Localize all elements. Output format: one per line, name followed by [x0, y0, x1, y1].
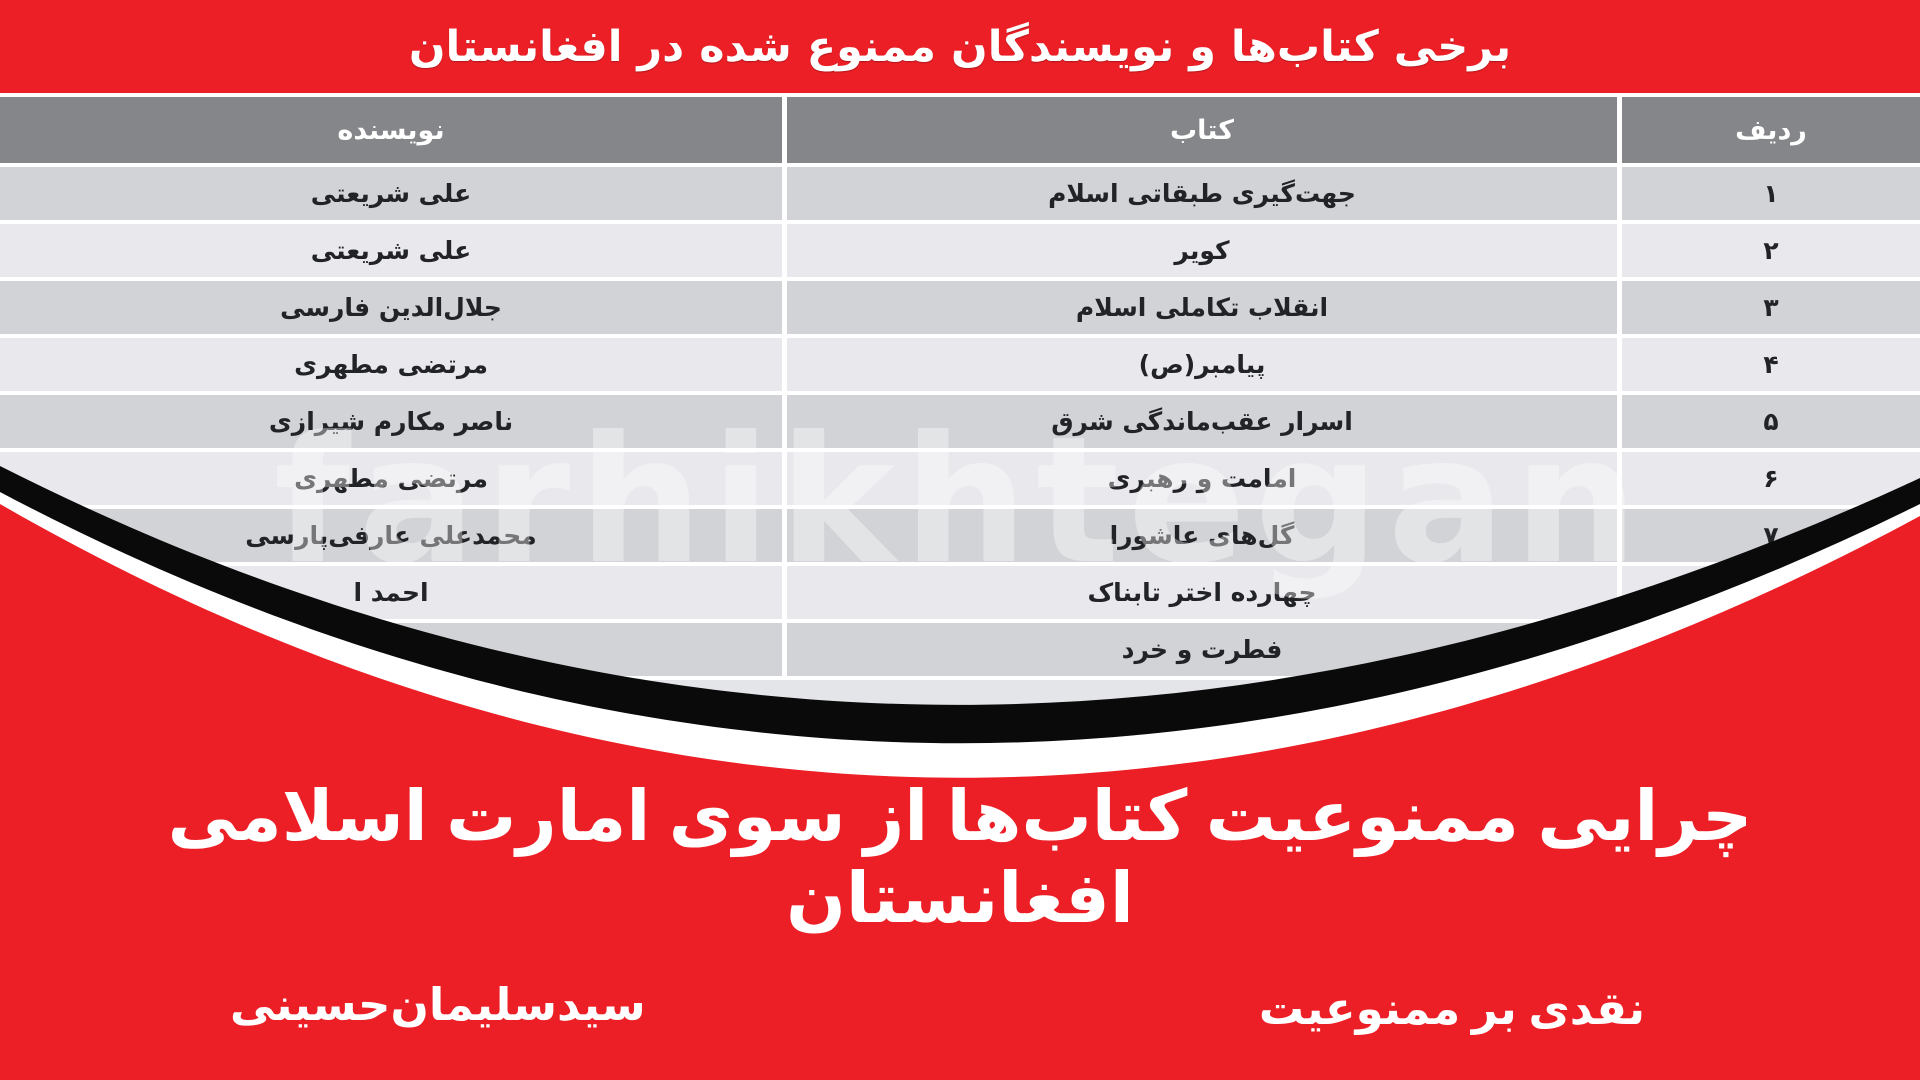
table-row: ۴ پیامبر(ص) مرتضی مطهری	[0, 338, 1920, 391]
row-num: ۳	[1622, 281, 1920, 334]
table-row: ۳ انقلاب تکاملی اسلام جلال‌الدین فارسی	[0, 281, 1920, 334]
table-row: ۲ کویر علی شریعتی	[0, 224, 1920, 277]
main-headline: چرایی ممنوعیت کتاب‌ها از سوی امارت اسلام…	[167, 775, 1754, 939]
title-banner: برخی کتاب‌ها و نویسندگان ممنوع شده در اف…	[0, 0, 1920, 93]
book-title: چهارده اختر تابناک	[787, 566, 1617, 619]
page-title: برخی کتاب‌ها و نویسندگان ممنوع شده در اف…	[408, 21, 1512, 72]
book-title: کویر	[787, 224, 1617, 277]
row-num: ۶	[1622, 452, 1920, 505]
header-book: کتاب	[787, 97, 1617, 163]
row-num: ۲	[1622, 224, 1920, 277]
table-row: ۶ امامت و رهبری مرتضی مطهری	[0, 452, 1920, 505]
author-name: جلال‌الدین فارسی	[0, 281, 782, 334]
row-num: ۴	[1622, 338, 1920, 391]
table-row: ۵ اسرار عقب‌ماندگی شرق ناصر مکارم شیرازی	[0, 395, 1920, 448]
author-name: محمدعلی عارفی‌پارسی	[0, 509, 782, 562]
book-title: جهت‌گیری طبقاتی اسلام	[787, 167, 1617, 220]
book-title: اسرار عقب‌ماندگی شرق	[787, 395, 1617, 448]
book-title: انقلاب تکاملی اسلام	[787, 281, 1617, 334]
author-name: ناصر مکارم شیرازی	[0, 395, 782, 448]
author-name: علی شریعتی	[0, 224, 782, 277]
curve-red-area	[0, 504, 1920, 1080]
book-title: امامت و رهبری	[787, 452, 1617, 505]
row-num: ۱	[1622, 167, 1920, 220]
book-title: پیامبر(ص)	[787, 338, 1617, 391]
author-name: مرتضی مطهری	[0, 452, 782, 505]
book-title: گل‌های عاشورا	[787, 509, 1617, 562]
caption-left: سیدسلیمان‌حسینی	[230, 978, 646, 1031]
author-name: علی شریعتی	[0, 167, 782, 220]
table-row: ۱ جهت‌گیری طبقاتی اسلام علی شریعتی	[0, 167, 1920, 220]
table-row: ۷ گل‌های عاشورا محمدعلی عارفی‌پارسی	[0, 509, 1920, 562]
caption-right: نقدی بر ممنوعیت	[1258, 982, 1645, 1035]
header-author: نویسنده	[0, 97, 782, 163]
table-header-row: ردیف کتاب نویسنده	[0, 97, 1920, 163]
header-num: ردیف	[1622, 97, 1920, 163]
author-name: مرتضی مطهری	[0, 338, 782, 391]
row-num: ۵	[1622, 395, 1920, 448]
